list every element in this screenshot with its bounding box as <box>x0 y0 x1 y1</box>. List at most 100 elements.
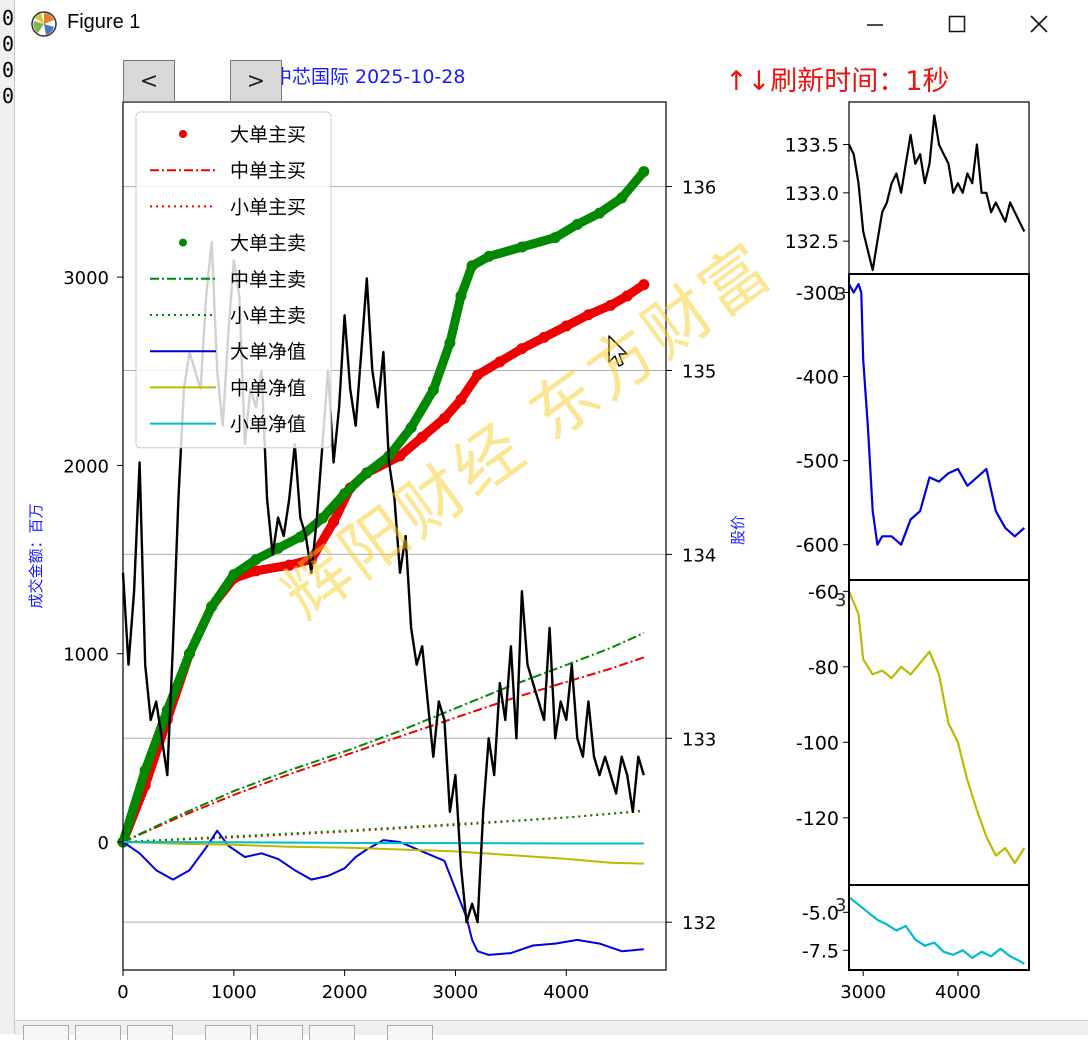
series-line <box>122 656 645 843</box>
data-point <box>316 512 328 524</box>
legend-label: 中单主买 <box>230 160 306 182</box>
y-tick-label: -120 <box>796 808 839 830</box>
data-point <box>605 299 617 311</box>
mini-plot-background <box>849 274 1029 580</box>
data-point <box>455 393 467 405</box>
minimize-icon <box>867 24 883 26</box>
x-tick-label: 4000 <box>543 982 589 1003</box>
y-tick-label: 1000 <box>63 645 109 666</box>
data-point <box>466 260 478 272</box>
x-tick-label: 3000 <box>433 982 479 1003</box>
home-button[interactable] <box>23 1025 69 1040</box>
y-tick-label: -7.5 <box>802 940 839 962</box>
y-tick-label: 133.0 <box>785 183 839 205</box>
data-point <box>361 467 373 479</box>
legend-label: 大单主买 <box>230 124 306 146</box>
x-tick-label: 3000 <box>840 982 886 1003</box>
data-point <box>638 279 650 291</box>
close-button[interactable] <box>1011 0 1067 48</box>
data-point <box>416 431 428 443</box>
x-tick-label: 4000 <box>935 982 981 1003</box>
mini-plot-frame <box>848 884 1030 971</box>
legend-marker <box>179 130 187 138</box>
legend-label: 小单净值 <box>230 414 306 436</box>
series-line <box>122 809 644 843</box>
maximize-icon <box>948 15 966 33</box>
next-button[interactable]: > <box>230 60 282 102</box>
y-tick-label: -400 <box>796 367 839 389</box>
mini-plot-background <box>849 102 1029 274</box>
data-point <box>272 542 284 554</box>
x-tick-label: 0 <box>117 982 128 1003</box>
y-tick-label: 0 <box>98 833 109 854</box>
zoom-button[interactable] <box>257 1025 303 1040</box>
legend-label: 小单主买 <box>230 196 306 218</box>
y-tick-label: -300 <box>796 282 839 304</box>
offset-label: 3 <box>835 895 846 916</box>
data-point <box>616 192 628 204</box>
chart-text: 中芯国际 2025-10-28 ↑↓刷新时间：1秒 <box>273 66 949 97</box>
series-line <box>848 896 1025 965</box>
data-point <box>438 412 450 424</box>
data-point <box>283 559 295 571</box>
data-point <box>250 565 262 577</box>
data-point <box>250 554 262 566</box>
maximize-button[interactable] <box>929 0 985 48</box>
data-point <box>455 290 467 302</box>
series-line <box>848 283 1026 546</box>
refresh-time-label: ↑↓刷新时间：1秒 <box>725 66 949 97</box>
data-point <box>516 343 528 355</box>
configure-button[interactable] <box>309 1025 355 1040</box>
y2-tick-label: 132 <box>682 913 716 934</box>
data-point <box>516 241 528 253</box>
x-tick-label: 1000 <box>211 982 257 1003</box>
mini-chart: -60 -80 -100 -120 3 <box>796 579 1030 886</box>
y-tick-label: -600 <box>796 535 839 557</box>
pan-button[interactable] <box>205 1025 251 1040</box>
mini-chart: 132.5 133.0 133.5 <box>785 101 1030 275</box>
background-text: 0 <box>2 6 15 30</box>
series-line <box>122 632 645 843</box>
figure-canvas: 0 1000 2000 3000 4000 0 1000 2000 3000 132 133 134 1… <box>15 48 1088 1020</box>
data-point <box>594 207 606 219</box>
prev-button[interactable]: < <box>123 60 175 102</box>
series-line <box>122 841 644 865</box>
y-tick-label: -80 <box>808 657 839 679</box>
data-point <box>339 488 351 500</box>
save-button[interactable] <box>387 1025 433 1040</box>
title-bar[interactable]: Figure 1 <box>15 0 1088 48</box>
y-axis-label: 成交金额：百万 <box>27 503 45 608</box>
series-line <box>848 114 1026 272</box>
main-chart: 0 1000 2000 3000 4000 0 1000 2000 3000 132 133 134 1… <box>27 101 747 1003</box>
y-tick-label: 3000 <box>63 268 109 289</box>
y2-tick-label: 136 <box>682 178 716 199</box>
y-tick-label: -500 <box>796 451 839 473</box>
y-tick-label: 2000 <box>63 456 109 477</box>
data-point <box>549 232 561 244</box>
legend-label: 大单主卖 <box>230 233 306 255</box>
mini-chart: -300 -400 -500 -600 3 <box>796 273 1030 581</box>
data-point <box>183 648 195 660</box>
back-button[interactable] <box>75 1025 121 1040</box>
series-line <box>122 841 644 845</box>
legend-label: 中单净值 <box>230 377 306 399</box>
stock-title: 中芯国际 2025-10-28 <box>273 66 465 88</box>
matplotlib-icon <box>31 11 57 37</box>
figure-window: Figure 1 0 1000 2000 3000 4000 0 1000 2000 3000 1… <box>14 0 1088 1040</box>
mini-charts: 132.5133.0133.5-300-400-500-6003-60-80-1… <box>785 101 1030 1003</box>
y-tick-label: -100 <box>796 732 839 754</box>
mini-chart: -5.0 -7.5 3 <box>802 884 1030 971</box>
window-title: Figure 1 <box>67 11 141 33</box>
data-point <box>483 250 495 262</box>
data-point <box>427 384 439 396</box>
legend-box <box>135 111 332 449</box>
data-point <box>560 320 572 332</box>
data-point <box>394 450 406 462</box>
data-point <box>139 764 151 776</box>
mouse-cursor-icon <box>608 335 628 367</box>
y-tick-label: 132.5 <box>785 231 839 253</box>
data-point <box>582 309 594 321</box>
forward-button[interactable] <box>127 1025 173 1040</box>
minimize-button[interactable] <box>847 0 903 48</box>
